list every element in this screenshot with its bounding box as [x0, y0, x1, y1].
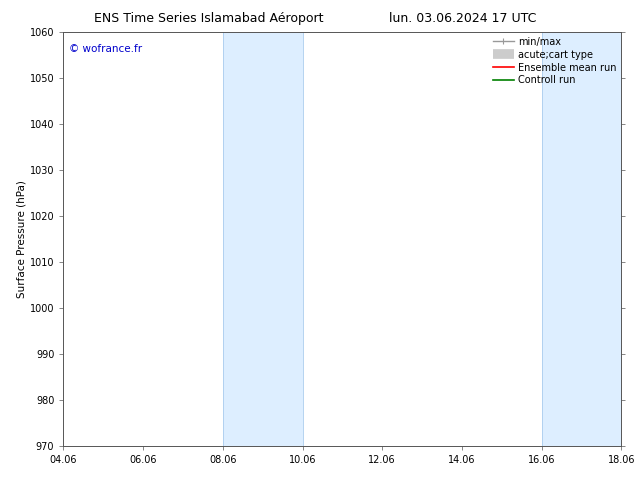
Bar: [223, 32, 302, 446]
Y-axis label: Surface Pressure (hPa): Surface Pressure (hPa): [17, 180, 27, 298]
Legend: min/max, acute;cart type, Ensemble mean run, Controll run: min/max, acute;cart type, Ensemble mean …: [489, 34, 619, 88]
Text: © wofrance.fr: © wofrance.fr: [69, 44, 142, 54]
Text: lun. 03.06.2024 17 UTC: lun. 03.06.2024 17 UTC: [389, 12, 536, 25]
Text: ENS Time Series Islamabad Aéroport: ENS Time Series Islamabad Aéroport: [94, 12, 324, 25]
Bar: [541, 32, 621, 446]
